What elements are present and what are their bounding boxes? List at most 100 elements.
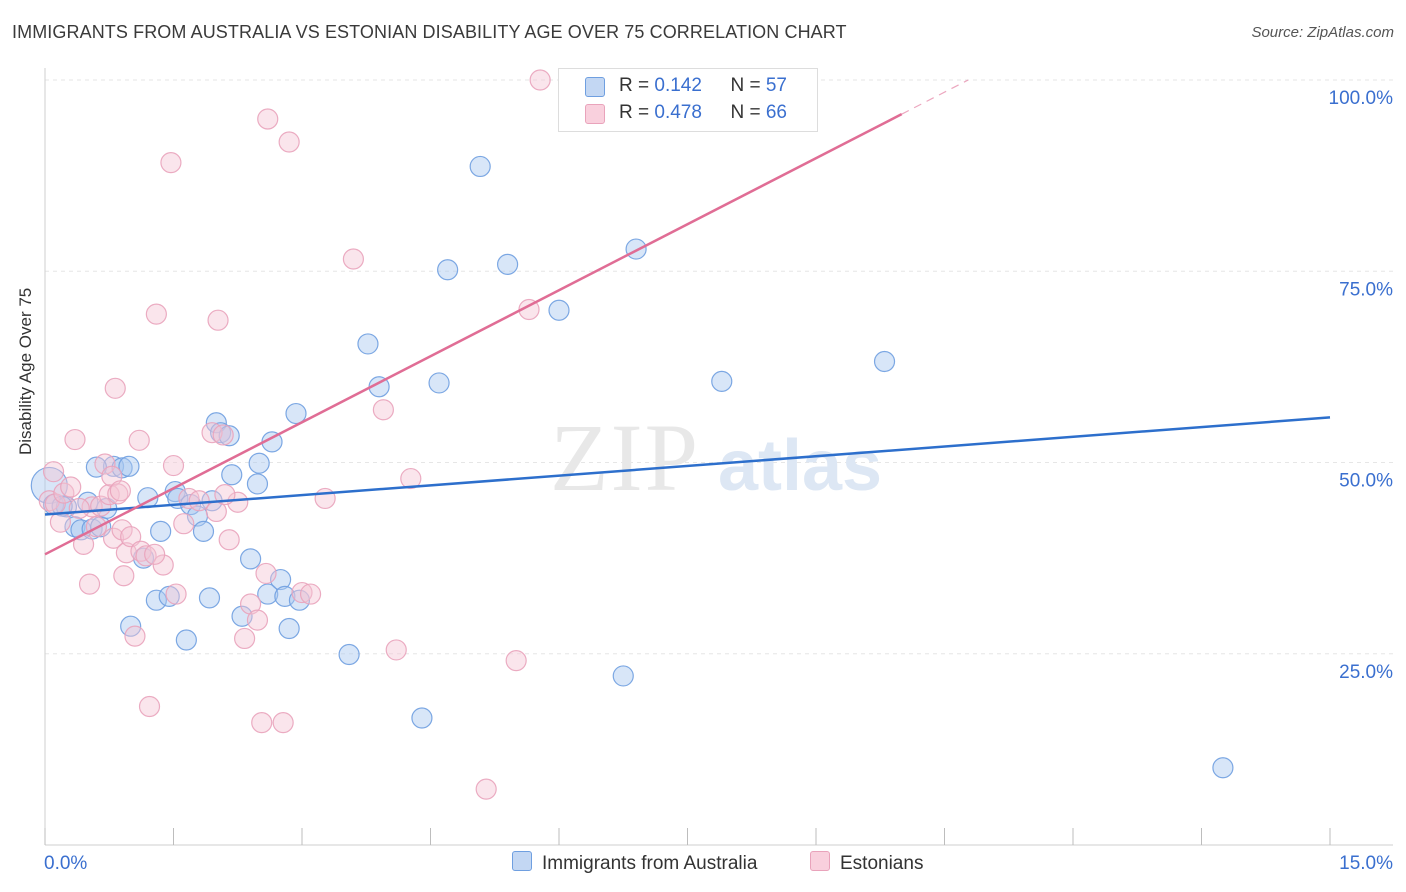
data-point bbox=[188, 490, 210, 512]
data-point bbox=[248, 452, 270, 474]
x-tick-label-min: 0.0% bbox=[44, 853, 87, 874]
data-point bbox=[400, 467, 422, 490]
data-point bbox=[505, 650, 527, 672]
data-point bbox=[246, 609, 269, 631]
correlation-legend: R = 0.142 N = 57 R = 0.478 N = 66 bbox=[558, 68, 818, 132]
data-point bbox=[437, 259, 459, 281]
data-point bbox=[128, 429, 150, 451]
data-point bbox=[299, 583, 322, 605]
data-point bbox=[1212, 757, 1234, 779]
data-point bbox=[272, 711, 294, 734]
watermark-atlas: atlas bbox=[718, 426, 882, 506]
data-point bbox=[469, 155, 491, 178]
data-point bbox=[150, 520, 172, 542]
legend-label-australia: Immigrants from Australia bbox=[542, 853, 758, 874]
data-point bbox=[118, 455, 140, 477]
data-point bbox=[85, 456, 108, 478]
data-point bbox=[240, 548, 262, 570]
data-point bbox=[278, 617, 300, 640]
legend-n-label: N = bbox=[730, 102, 766, 123]
data-point bbox=[246, 473, 269, 495]
data-point bbox=[529, 69, 551, 91]
legend-n-value: 57 bbox=[765, 75, 787, 96]
data-point bbox=[475, 778, 497, 800]
data-point bbox=[548, 299, 570, 321]
data-point bbox=[144, 543, 166, 565]
data-point bbox=[372, 399, 394, 421]
data-point bbox=[251, 711, 273, 734]
axes bbox=[44, 68, 1393, 846]
data-point bbox=[234, 627, 256, 650]
trend-line-australia bbox=[44, 416, 1331, 516]
data-point bbox=[497, 253, 519, 275]
data-point bbox=[207, 309, 229, 331]
data-point bbox=[240, 593, 262, 615]
data-point bbox=[212, 424, 234, 446]
tick-labels: 25.0% 50.0% 75.0% 100.0% 0.0% 15.0% bbox=[44, 88, 1393, 874]
watermark: ZIP atlas bbox=[550, 404, 882, 511]
chart-title: IMMIGRANTS FROM AUSTRALIA VS ESTONIAN DI… bbox=[12, 22, 847, 42]
data-point bbox=[104, 377, 126, 399]
series-estonians-points bbox=[38, 69, 759, 800]
legend-swatch-pink bbox=[585, 104, 605, 124]
legend-n-value: 66 bbox=[765, 102, 787, 123]
data-point bbox=[175, 629, 197, 651]
data-point bbox=[192, 520, 215, 542]
data-point bbox=[165, 583, 187, 605]
legend-item-estonians: Estonians bbox=[810, 850, 923, 878]
y-axis-label: Disability Age Over 75 bbox=[16, 287, 35, 455]
data-point bbox=[711, 370, 733, 393]
data-point bbox=[218, 529, 240, 551]
data-point bbox=[873, 350, 896, 373]
data-point bbox=[64, 428, 86, 451]
data-point bbox=[357, 333, 379, 355]
data-point bbox=[227, 491, 249, 513]
data-point bbox=[255, 562, 277, 585]
data-point bbox=[60, 476, 82, 498]
watermark-zip: ZIP bbox=[550, 404, 700, 511]
legend-swatch-blue bbox=[585, 77, 605, 97]
data-point bbox=[145, 303, 167, 325]
data-point bbox=[428, 372, 450, 394]
legend-swatch-pink bbox=[810, 851, 830, 871]
legend-r-label: R = bbox=[619, 75, 655, 96]
trend-line-estonians-extension bbox=[901, 79, 969, 115]
legend-label-estonians: Estonians bbox=[840, 853, 924, 874]
x-tick-label-max: 15.0% bbox=[1339, 853, 1393, 874]
data-point bbox=[135, 545, 157, 567]
data-point bbox=[152, 554, 174, 576]
legend-r-label: R = bbox=[619, 102, 655, 123]
data-point bbox=[68, 497, 90, 519]
data-point bbox=[625, 238, 647, 260]
y-tick-label: 75.0% bbox=[1339, 279, 1393, 300]
data-point bbox=[173, 513, 195, 535]
data-point bbox=[120, 526, 142, 548]
data-point bbox=[109, 480, 131, 502]
data-point bbox=[198, 587, 221, 609]
data-point bbox=[342, 248, 364, 270]
legend-r-value: 0.478 bbox=[654, 102, 702, 123]
legend-swatch-blue bbox=[512, 851, 532, 871]
y-tick-label: 50.0% bbox=[1339, 471, 1393, 492]
trend-lines bbox=[44, 79, 1331, 556]
data-point bbox=[102, 527, 125, 549]
data-point bbox=[285, 402, 307, 425]
data-point bbox=[94, 453, 116, 475]
legend-r-value: 0.142 bbox=[654, 75, 702, 96]
data-point bbox=[160, 152, 182, 174]
data-point bbox=[107, 483, 129, 505]
data-point bbox=[257, 108, 279, 130]
data-point bbox=[314, 487, 336, 510]
data-point bbox=[162, 454, 185, 477]
data-point bbox=[113, 565, 135, 587]
data-point bbox=[78, 573, 101, 595]
data-point bbox=[145, 589, 167, 611]
data-point bbox=[42, 461, 65, 483]
data-point bbox=[288, 589, 311, 611]
data-point bbox=[338, 643, 360, 666]
trend-line-estonians bbox=[44, 113, 903, 556]
data-point bbox=[218, 425, 240, 447]
data-point bbox=[221, 464, 243, 486]
data-point bbox=[411, 707, 433, 729]
